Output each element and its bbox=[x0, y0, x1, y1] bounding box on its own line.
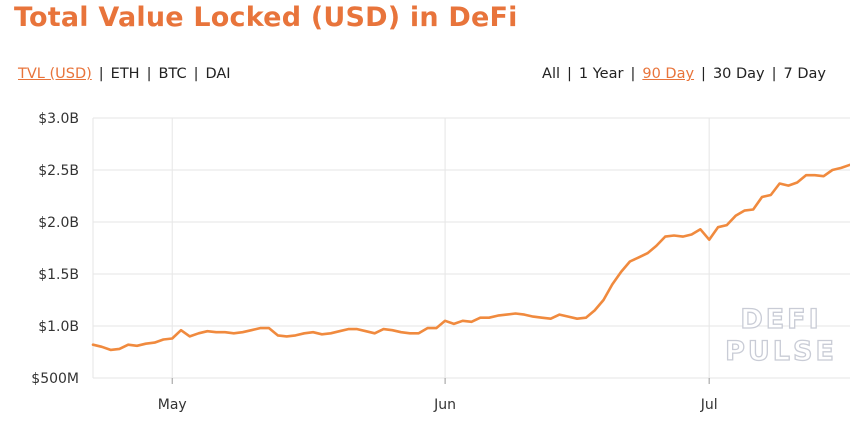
separator: | bbox=[146, 66, 152, 82]
x-tick-label: Jun bbox=[433, 397, 456, 413]
y-tick-label: $1.0B bbox=[38, 319, 79, 335]
y-tick-label: $2.0B bbox=[38, 215, 79, 231]
separator: | bbox=[771, 66, 777, 82]
y-tick-label: $2.5B bbox=[38, 163, 79, 179]
separator: | bbox=[193, 66, 199, 82]
x-tick-label: May bbox=[158, 397, 187, 413]
watermark: DEFI PULSE bbox=[724, 303, 837, 367]
unit-option-eth[interactable]: ETH bbox=[110, 66, 140, 82]
range-selector: All | 1 Year | 90 Day | 30 Day | 7 Day bbox=[542, 66, 826, 82]
tvl-series-line bbox=[91, 163, 850, 352]
range-option-30-day[interactable]: 30 Day bbox=[712, 66, 765, 82]
separator: | bbox=[98, 66, 104, 82]
unit-option-tvl-usd[interactable]: TVL (USD) bbox=[18, 66, 92, 82]
x-tick-label: Jul bbox=[700, 397, 718, 413]
y-tick-label: $3.0B bbox=[38, 111, 79, 127]
separator: | bbox=[701, 66, 706, 82]
watermark-line-2: PULSE bbox=[725, 336, 837, 367]
page-title: Total Value Locked (USD) in DeFi bbox=[14, 2, 518, 33]
range-option-7-day[interactable]: 7 Day bbox=[783, 66, 826, 82]
y-axis-labels: $500M $1.0B $1.5B $2.0B $2.5B $3.0B bbox=[31, 111, 79, 387]
range-option-all[interactable]: All bbox=[542, 66, 561, 82]
x-axis-labels: May Jun Jul bbox=[158, 397, 718, 413]
unit-option-dai[interactable]: DAI bbox=[205, 66, 231, 82]
unit-option-btc[interactable]: BTC bbox=[158, 66, 187, 82]
separator: | bbox=[567, 66, 572, 82]
y-tick-label: $1.5B bbox=[38, 267, 79, 283]
y-tick-label: $500M bbox=[31, 371, 79, 387]
series-layer bbox=[91, 163, 850, 352]
watermark-line-1: DEFI bbox=[740, 304, 821, 335]
separator: | bbox=[630, 66, 636, 82]
unit-selector: TVL (USD) | ETH | BTC | DAI bbox=[18, 66, 231, 82]
chart-grid bbox=[92, 117, 850, 384]
range-option-1-year[interactable]: 1 Year bbox=[578, 66, 624, 82]
range-option-90-day[interactable]: 90 Day bbox=[642, 66, 695, 82]
